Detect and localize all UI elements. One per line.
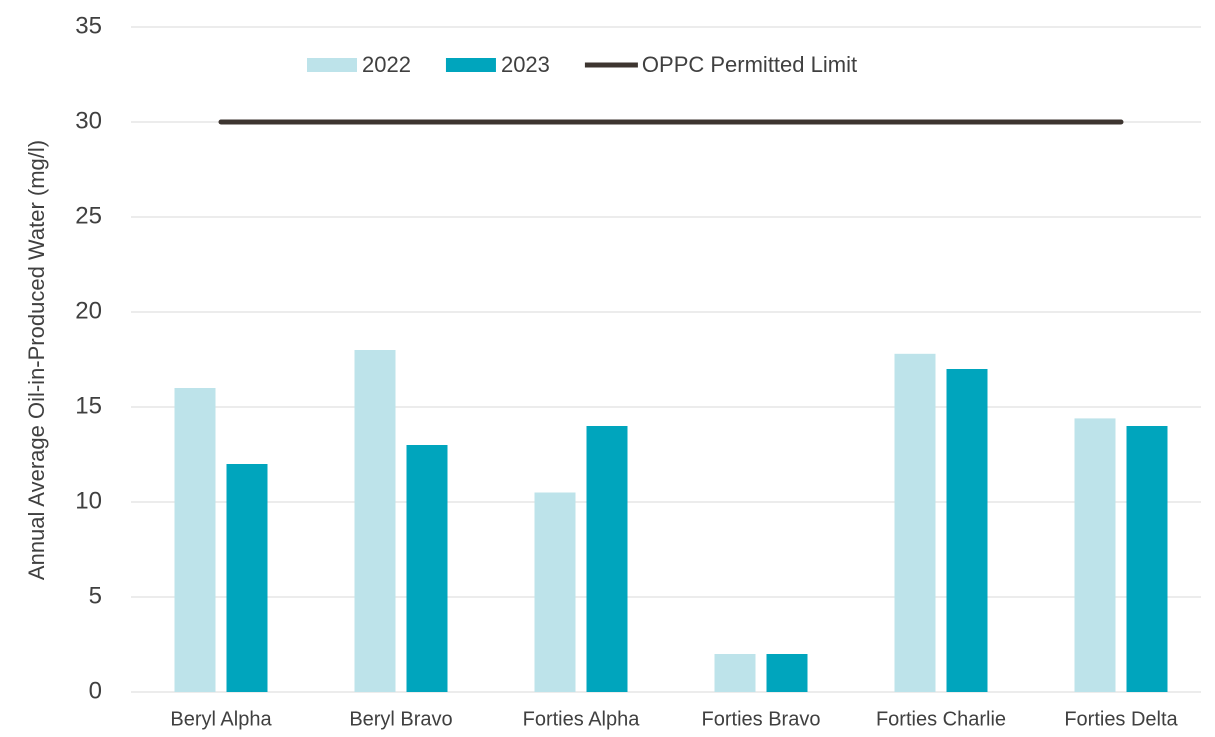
legend-label: OPPC Permitted Limit xyxy=(642,52,857,77)
bar xyxy=(174,388,216,692)
x-tick-label: Forties Delta xyxy=(1064,708,1178,730)
y-axis-label: Annual Average Oil-in-Produced Water (mg… xyxy=(24,140,49,580)
y-tick-label: 25 xyxy=(75,202,102,229)
x-tick-label: Forties Charlie xyxy=(876,708,1006,730)
bar xyxy=(894,353,936,692)
bar xyxy=(354,350,396,692)
legend-label: 2023 xyxy=(501,52,550,77)
y-tick-label: 35 xyxy=(75,12,102,39)
y-tick-label: 10 xyxy=(75,487,102,514)
x-tick-label: Forties Bravo xyxy=(702,708,821,730)
bar xyxy=(1126,426,1168,692)
bar xyxy=(534,492,576,692)
legend-swatch xyxy=(445,58,496,72)
x-tick-label: Beryl Bravo xyxy=(349,708,452,730)
y-tick-label: 30 xyxy=(75,107,102,134)
bar xyxy=(226,464,268,692)
bar xyxy=(406,445,448,692)
bar xyxy=(586,426,628,692)
legend-label: 2022 xyxy=(362,52,411,77)
bar xyxy=(1074,418,1116,692)
bar xyxy=(714,654,756,692)
y-tick-label: 15 xyxy=(75,392,102,419)
y-tick-label: 5 xyxy=(89,582,102,609)
bar xyxy=(946,369,988,692)
legend-swatch xyxy=(307,58,357,72)
x-tick-label: Beryl Alpha xyxy=(170,708,272,730)
x-tick-label: Forties Alpha xyxy=(523,708,641,730)
y-tick-label: 20 xyxy=(75,297,102,324)
bar xyxy=(766,654,808,692)
y-tick-label: 0 xyxy=(89,677,102,704)
